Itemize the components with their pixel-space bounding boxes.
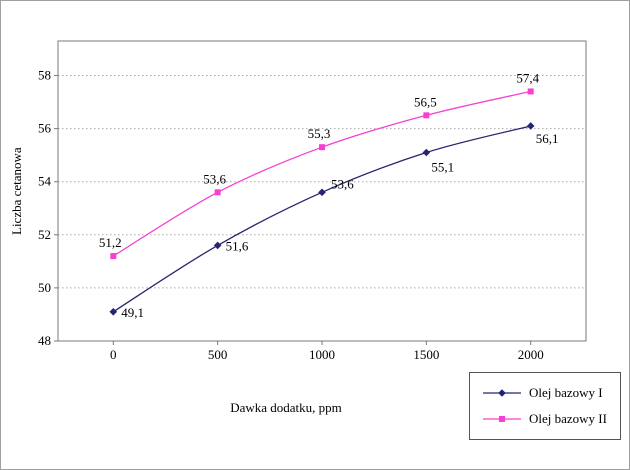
data-label: 56,5 bbox=[414, 94, 437, 109]
y-axis-title: Liczba cetanowa bbox=[9, 147, 24, 235]
legend-marker-square bbox=[499, 416, 505, 422]
data-point-square bbox=[423, 112, 430, 119]
series-line-2 bbox=[112, 90, 531, 257]
legend-label: Olej bazowy I bbox=[529, 385, 603, 400]
legend-item-1: Olej bazowy I bbox=[470, 385, 620, 401]
x-tick-label: 2000 bbox=[518, 347, 544, 362]
x-tick-label: 0 bbox=[110, 347, 117, 362]
data-point-diamond bbox=[213, 241, 222, 250]
series-line-1 bbox=[112, 125, 531, 313]
legend-marker-diamond bbox=[498, 389, 506, 397]
y-tick-label: 54 bbox=[38, 174, 52, 189]
x-axis-title: Dawka dodatku, ppm bbox=[230, 400, 342, 415]
data-point-diamond bbox=[109, 307, 118, 316]
legend-label: Olej bazowy II bbox=[529, 411, 607, 426]
data-label: 57,4 bbox=[516, 70, 539, 85]
data-point-square bbox=[527, 88, 534, 95]
data-label: 55,3 bbox=[308, 126, 331, 141]
y-tick-label: 48 bbox=[38, 333, 51, 348]
legend: Olej bazowy I Olej bazowy II bbox=[469, 372, 621, 440]
legend-item-2: Olej bazowy II bbox=[470, 411, 620, 427]
y-tick-label: 58 bbox=[38, 68, 51, 83]
x-tick-label: 1000 bbox=[309, 347, 335, 362]
data-label: 53,6 bbox=[331, 176, 354, 191]
data-label: 51,6 bbox=[226, 238, 249, 253]
y-tick-label: 52 bbox=[38, 227, 51, 242]
data-point-square bbox=[110, 253, 117, 260]
data-point-square bbox=[319, 144, 325, 151]
square-legend-swatch bbox=[483, 416, 521, 422]
diamond-legend-swatch bbox=[483, 389, 521, 397]
data-label: 51,2 bbox=[99, 235, 122, 250]
data-label: 53,6 bbox=[203, 171, 226, 186]
x-tick-label: 500 bbox=[208, 347, 228, 362]
data-label: 55,1 bbox=[431, 160, 454, 175]
y-tick-label: 50 bbox=[38, 280, 51, 295]
y-tick-label: 56 bbox=[38, 121, 52, 136]
data-point-square bbox=[214, 189, 221, 196]
data-point-diamond bbox=[422, 148, 431, 157]
data-label: 56,1 bbox=[536, 131, 559, 146]
data-point-diamond bbox=[318, 188, 326, 197]
data-point-diamond bbox=[526, 122, 535, 130]
data-label: 49,1 bbox=[121, 305, 144, 320]
x-tick-label: 1500 bbox=[413, 347, 439, 362]
